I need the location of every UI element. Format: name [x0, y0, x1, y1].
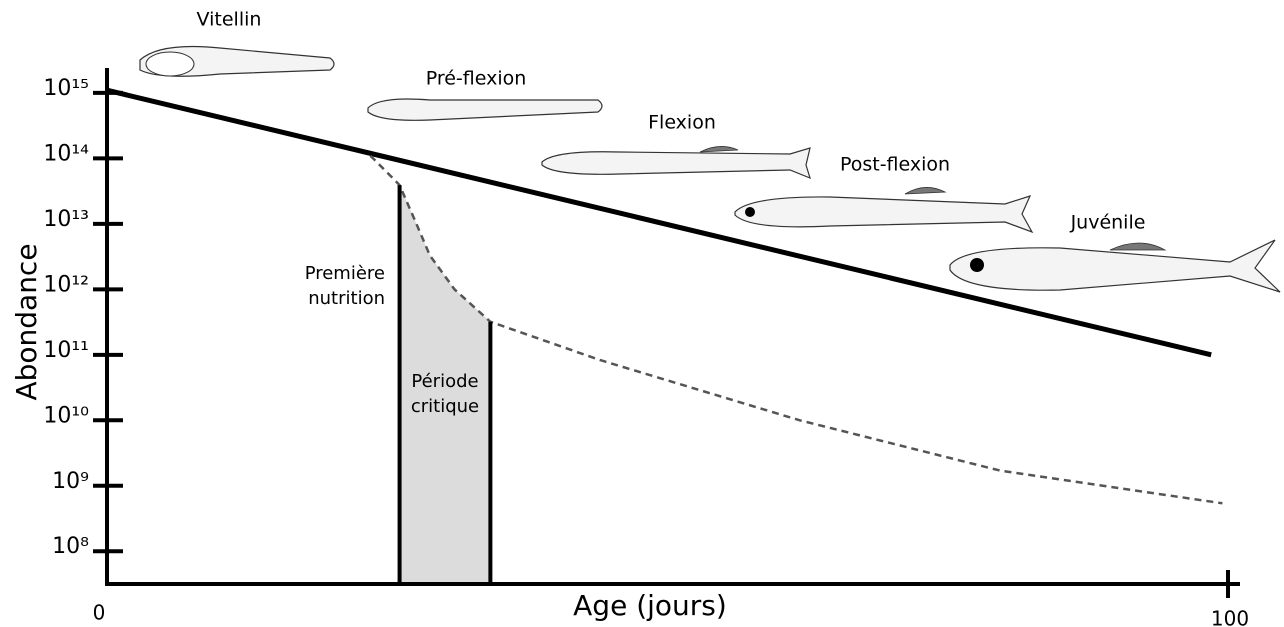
annotation: critique — [411, 396, 479, 417]
data-line — [369, 154, 1223, 505]
y-tick-label: 10¹⁰ — [43, 403, 89, 428]
fish-postflexion — [734, 195, 1034, 234]
fin — [699, 146, 739, 153]
fish-juvenile — [949, 239, 1281, 293]
eye — [970, 258, 984, 272]
y-tick-label: 10¹⁵ — [43, 76, 89, 101]
y-tick-label: 10¹² — [43, 272, 89, 297]
y-axis-label: Abondance — [10, 243, 43, 400]
eye — [745, 207, 755, 217]
critical-period-area — [399, 185, 491, 584]
y-tick-label: 10¹³ — [43, 207, 89, 232]
annotation: Première — [305, 263, 385, 284]
y-tick-label: 10¹¹ — [43, 338, 89, 363]
stage-label: Pré-flexion — [426, 68, 527, 90]
stage-label: Post-flexion — [840, 154, 950, 176]
stage-label: Vitellin — [197, 9, 262, 31]
x-tick-label: 100 — [1211, 607, 1249, 627]
yolk-sac — [145, 51, 195, 77]
data-line — [106, 87, 1212, 358]
fin — [904, 187, 947, 195]
fish-flexion — [541, 147, 811, 180]
stage-label: Juvénile — [1070, 212, 1146, 234]
fish-preflexion — [367, 98, 603, 121]
y-tick-label: 10⁹ — [52, 469, 89, 494]
fish-illustrations — [139, 45, 1281, 293]
x-axis-label: Age (jours) — [573, 589, 727, 622]
fin — [1109, 242, 1167, 251]
annotation: nutrition — [308, 288, 385, 309]
x-tick-label: 0 — [93, 601, 106, 625]
y-tick-label: 10⁸ — [52, 534, 89, 559]
stage-label: Flexion — [648, 112, 716, 134]
annotation: Période — [411, 371, 478, 392]
y-tick-label: 10¹⁴ — [43, 141, 89, 166]
